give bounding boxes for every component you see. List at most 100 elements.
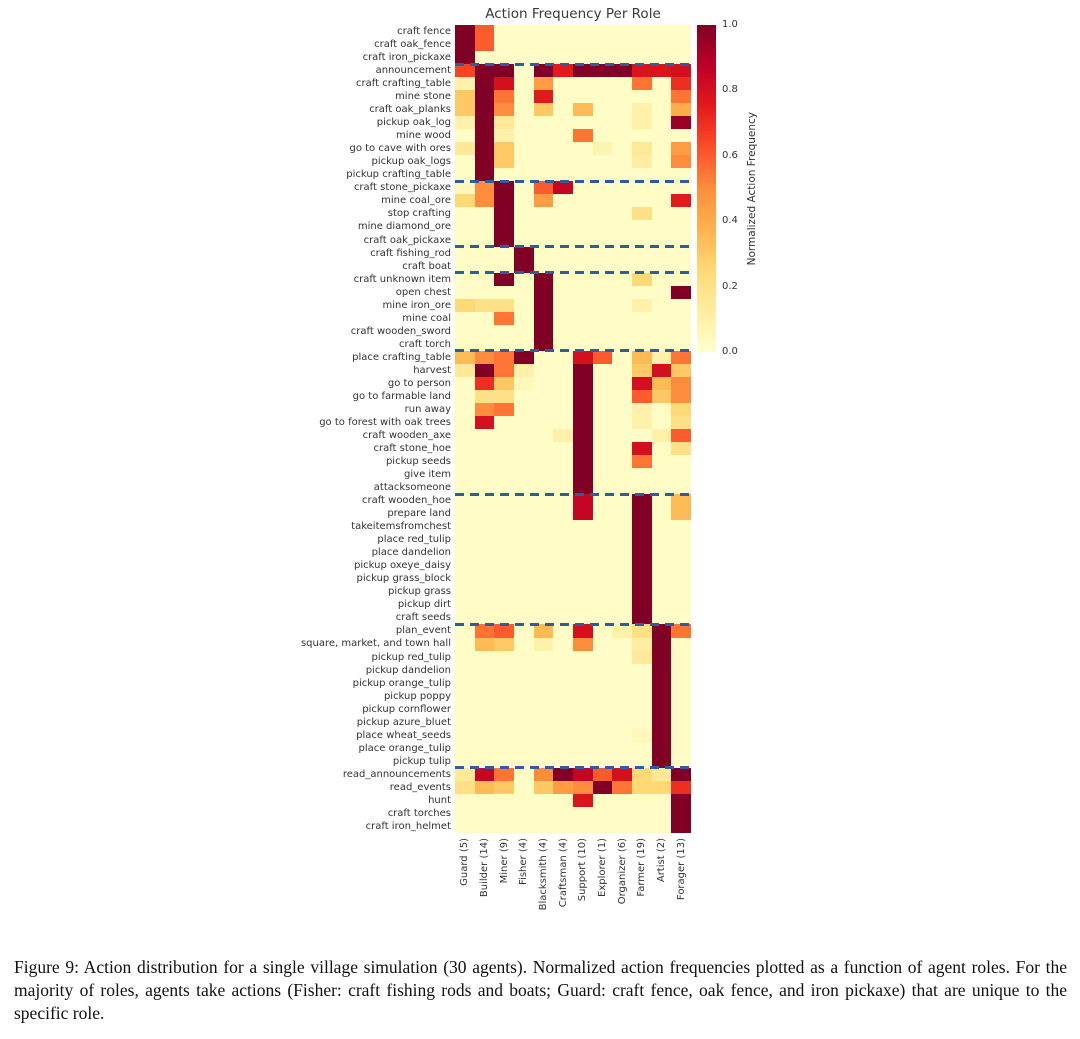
heatmap-cell bbox=[631, 806, 652, 820]
heatmap-cell bbox=[651, 741, 672, 755]
colorbar-tick-label: 0.0 bbox=[722, 346, 738, 357]
y-axis-label: craft iron_pickaxe bbox=[362, 52, 451, 64]
heatmap-cell bbox=[671, 142, 691, 156]
heatmap-cell bbox=[513, 585, 534, 599]
heatmap-grid bbox=[455, 25, 691, 833]
heatmap-cell bbox=[612, 559, 632, 573]
heatmap-cell bbox=[671, 64, 691, 78]
heatmap-cell bbox=[631, 481, 652, 495]
heatmap-cell bbox=[671, 741, 691, 755]
heatmap-cell bbox=[455, 780, 475, 794]
heatmap-cell bbox=[651, 728, 672, 742]
heatmap-cell bbox=[533, 637, 554, 651]
y-axis-label: mine coal bbox=[402, 312, 451, 324]
heatmap-cell bbox=[513, 793, 534, 807]
heatmap-cell bbox=[592, 585, 613, 599]
heatmap-cell bbox=[474, 494, 495, 508]
heatmap-cell bbox=[474, 246, 495, 260]
heatmap-cell bbox=[474, 155, 495, 169]
heatmap-cell bbox=[592, 442, 613, 456]
heatmap-cell bbox=[651, 598, 672, 612]
y-axis-label: craft fishing_rod bbox=[370, 247, 451, 259]
heatmap-cell bbox=[533, 663, 554, 677]
heatmap-cell bbox=[455, 155, 475, 169]
heatmap-cell bbox=[671, 25, 691, 39]
y-axis-label: open chest bbox=[395, 286, 451, 298]
heatmap-cell bbox=[592, 194, 613, 208]
heatmap-cell bbox=[455, 507, 475, 521]
heatmap-cell bbox=[651, 103, 672, 117]
heatmap-cell bbox=[572, 715, 593, 729]
heatmap-cell bbox=[651, 129, 672, 143]
heatmap-cell bbox=[592, 715, 613, 729]
heatmap-cell bbox=[494, 298, 514, 312]
heatmap-cell bbox=[455, 285, 475, 299]
heatmap-cell bbox=[671, 468, 691, 482]
heatmap-cell bbox=[513, 715, 534, 729]
colorbar-tick-label: 0.2 bbox=[722, 280, 738, 292]
role-group-separator bbox=[455, 622, 691, 626]
heatmap-cell bbox=[612, 754, 632, 768]
y-axis-label: pickup orange_tulip bbox=[352, 677, 451, 689]
heatmap-cell bbox=[631, 51, 652, 65]
y-axis-label: pickup oak_logs bbox=[371, 156, 451, 168]
heatmap-cell bbox=[474, 415, 495, 429]
heatmap-cell bbox=[455, 793, 475, 807]
y-axis-label: craft stone_pickaxe bbox=[353, 182, 451, 194]
heatmap-cell bbox=[553, 428, 573, 443]
heatmap-cell bbox=[513, 324, 534, 338]
heatmap-cell bbox=[553, 103, 573, 117]
heatmap-cell bbox=[671, 129, 691, 143]
heatmap-cell bbox=[612, 598, 632, 612]
heatmap-cell bbox=[553, 324, 573, 338]
colorbar bbox=[697, 25, 716, 352]
heatmap-cell bbox=[631, 311, 652, 325]
heatmap-cell bbox=[671, 272, 691, 286]
heatmap-cell bbox=[612, 25, 632, 39]
y-axis-label: craft fence bbox=[397, 26, 451, 37]
heatmap-cell bbox=[592, 806, 613, 820]
heatmap-cell bbox=[612, 272, 632, 286]
heatmap-cell bbox=[455, 428, 475, 443]
heatmap-cell bbox=[513, 129, 534, 143]
heatmap-cell bbox=[474, 585, 495, 599]
heatmap-cell bbox=[631, 741, 652, 755]
heatmap-cell bbox=[513, 428, 534, 443]
heatmap-cell bbox=[572, 611, 593, 625]
heatmap-cell bbox=[474, 428, 495, 443]
heatmap-cell bbox=[533, 402, 554, 416]
heatmap-cell bbox=[455, 298, 475, 312]
heatmap-cell bbox=[612, 389, 632, 403]
heatmap-cell bbox=[553, 272, 573, 286]
heatmap-cell bbox=[474, 51, 495, 65]
heatmap-cell bbox=[671, 455, 691, 469]
heatmap-cell bbox=[533, 520, 554, 534]
heatmap-cell bbox=[553, 350, 573, 364]
heatmap-cell bbox=[671, 754, 691, 768]
heatmap-cell bbox=[474, 481, 495, 495]
colorbar-tick-labels: 1.0 0.8 0.6 0.4 0.2 0.0 bbox=[722, 19, 762, 357]
heatmap-cell bbox=[671, 650, 691, 664]
heatmap-cell bbox=[651, 51, 672, 65]
heatmap-cell bbox=[513, 689, 534, 703]
heatmap-cell bbox=[474, 741, 495, 755]
heatmap-cell bbox=[455, 389, 475, 403]
heatmap-cell bbox=[671, 220, 691, 234]
heatmap-cell bbox=[592, 507, 613, 521]
x-axis-label-text: Miner (9) bbox=[498, 838, 510, 884]
heatmap-cell bbox=[572, 376, 593, 390]
heatmap-cell bbox=[592, 363, 613, 377]
heatmap-cell bbox=[572, 468, 593, 482]
heatmap-cell bbox=[494, 194, 514, 208]
heatmap-cell bbox=[513, 285, 534, 299]
x-axis-label: Fisher (4) bbox=[514, 838, 534, 956]
y-axis-label: craft oak_planks bbox=[369, 104, 451, 116]
heatmap-cell bbox=[474, 611, 495, 625]
heatmap-cell bbox=[494, 481, 514, 495]
heatmap-cell bbox=[592, 51, 613, 65]
heatmap-cell bbox=[631, 468, 652, 482]
heatmap-cell bbox=[455, 220, 475, 234]
heatmap-plot-area bbox=[455, 25, 691, 833]
heatmap-cell bbox=[474, 637, 495, 651]
